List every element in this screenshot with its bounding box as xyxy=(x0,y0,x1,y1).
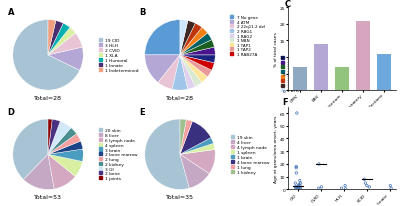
Bar xyxy=(356,21,370,91)
Point xyxy=(338,187,345,190)
Text: Total=35: Total=35 xyxy=(166,194,194,199)
Point xyxy=(361,178,368,181)
Wedge shape xyxy=(48,134,81,154)
Wedge shape xyxy=(180,56,215,63)
Legend: 19 skin, 4 liver, 4 lymph node, 1 spleen, 1 brain, 4 bone marrow, 1 lung, 1 kidn: 19 skin, 4 liver, 4 lymph node, 1 spleen… xyxy=(231,135,270,174)
Text: A: A xyxy=(8,8,14,17)
Legend: 20 skin, 8 liver, 6 lymph node, 4 spleen, 3 brain, 2 bone marrow, 2 lung, 2 kidn: 20 skin, 8 liver, 6 lymph node, 4 spleen… xyxy=(99,129,138,180)
Wedge shape xyxy=(180,34,212,56)
Text: F: F xyxy=(282,98,288,107)
Text: Total=53: Total=53 xyxy=(34,194,62,199)
Wedge shape xyxy=(48,141,83,154)
Wedge shape xyxy=(48,119,52,154)
Wedge shape xyxy=(48,122,71,154)
Wedge shape xyxy=(180,48,215,56)
Point xyxy=(296,187,302,190)
Text: Total=28: Total=28 xyxy=(34,95,62,100)
Point xyxy=(293,187,299,190)
Wedge shape xyxy=(48,24,70,56)
Wedge shape xyxy=(24,154,54,190)
Bar xyxy=(377,54,391,91)
Wedge shape xyxy=(145,119,189,190)
Point xyxy=(342,184,348,187)
Point xyxy=(293,171,300,175)
Point xyxy=(295,187,302,190)
Point xyxy=(297,184,303,187)
Point xyxy=(296,183,302,186)
Point xyxy=(296,179,303,182)
Wedge shape xyxy=(180,119,186,154)
Point xyxy=(293,165,300,168)
Wedge shape xyxy=(180,56,212,77)
Wedge shape xyxy=(48,128,76,154)
Wedge shape xyxy=(180,28,208,56)
Wedge shape xyxy=(180,144,215,154)
Text: C: C xyxy=(285,0,291,9)
Wedge shape xyxy=(48,149,83,162)
Wedge shape xyxy=(48,154,82,177)
Text: Total=28: Total=28 xyxy=(166,95,194,100)
Wedge shape xyxy=(48,34,82,56)
Point xyxy=(364,184,370,187)
Wedge shape xyxy=(180,56,202,87)
Bar xyxy=(314,44,328,91)
Wedge shape xyxy=(180,56,208,83)
Wedge shape xyxy=(180,24,202,56)
Point xyxy=(292,185,299,189)
Text: B: B xyxy=(140,8,146,17)
Text: E: E xyxy=(140,107,145,116)
Point xyxy=(292,181,298,185)
Wedge shape xyxy=(180,138,214,154)
Y-axis label: % of total cases: % of total cases xyxy=(274,32,278,67)
Point xyxy=(387,184,394,187)
Wedge shape xyxy=(180,154,209,188)
Wedge shape xyxy=(180,21,188,56)
Wedge shape xyxy=(180,40,214,56)
Legend: 1 ADA, 1 SLC7A7, 1 UNC13D, 1 POLE, 1 RMRP, 1 DCLRE1C, 1 STAT1 (LOF), 1 BTK: 1 ADA, 1 SLC7A7, 1 UNC13D, 1 POLE, 1 RMR… xyxy=(281,57,315,93)
Wedge shape xyxy=(180,120,192,154)
Wedge shape xyxy=(13,21,80,91)
Point xyxy=(318,185,325,189)
Point xyxy=(297,187,304,190)
Wedge shape xyxy=(48,120,60,154)
Point xyxy=(316,187,322,190)
Point xyxy=(342,187,349,191)
Wedge shape xyxy=(172,56,188,91)
Wedge shape xyxy=(158,56,180,90)
Legend: 19 CID, 3 HLH, 2 CVID, 1 XLA, 1 Humoral, 1 Innate, 1 Indetermined: 19 CID, 3 HLH, 2 CVID, 1 XLA, 1 Humoral,… xyxy=(99,39,139,73)
Wedge shape xyxy=(13,119,48,180)
Bar xyxy=(335,68,349,91)
Wedge shape xyxy=(180,21,195,56)
Wedge shape xyxy=(180,150,215,174)
Point xyxy=(293,185,299,189)
Wedge shape xyxy=(145,21,180,56)
Point xyxy=(294,112,300,115)
Point xyxy=(366,185,372,189)
Wedge shape xyxy=(48,28,76,56)
Wedge shape xyxy=(180,56,214,71)
Point xyxy=(294,187,300,191)
Point xyxy=(316,163,322,166)
Wedge shape xyxy=(145,56,180,83)
Wedge shape xyxy=(180,56,195,90)
Text: D: D xyxy=(8,107,14,116)
Wedge shape xyxy=(180,122,211,154)
Y-axis label: Age at granuloma onset, years: Age at granuloma onset, years xyxy=(274,115,278,182)
Bar xyxy=(293,68,307,91)
Wedge shape xyxy=(48,154,75,189)
Point xyxy=(362,181,369,185)
Point xyxy=(293,166,299,170)
Point xyxy=(295,184,302,187)
Wedge shape xyxy=(48,21,56,56)
Point xyxy=(297,181,304,185)
Point xyxy=(388,187,394,190)
Wedge shape xyxy=(48,21,63,56)
Wedge shape xyxy=(48,48,83,71)
